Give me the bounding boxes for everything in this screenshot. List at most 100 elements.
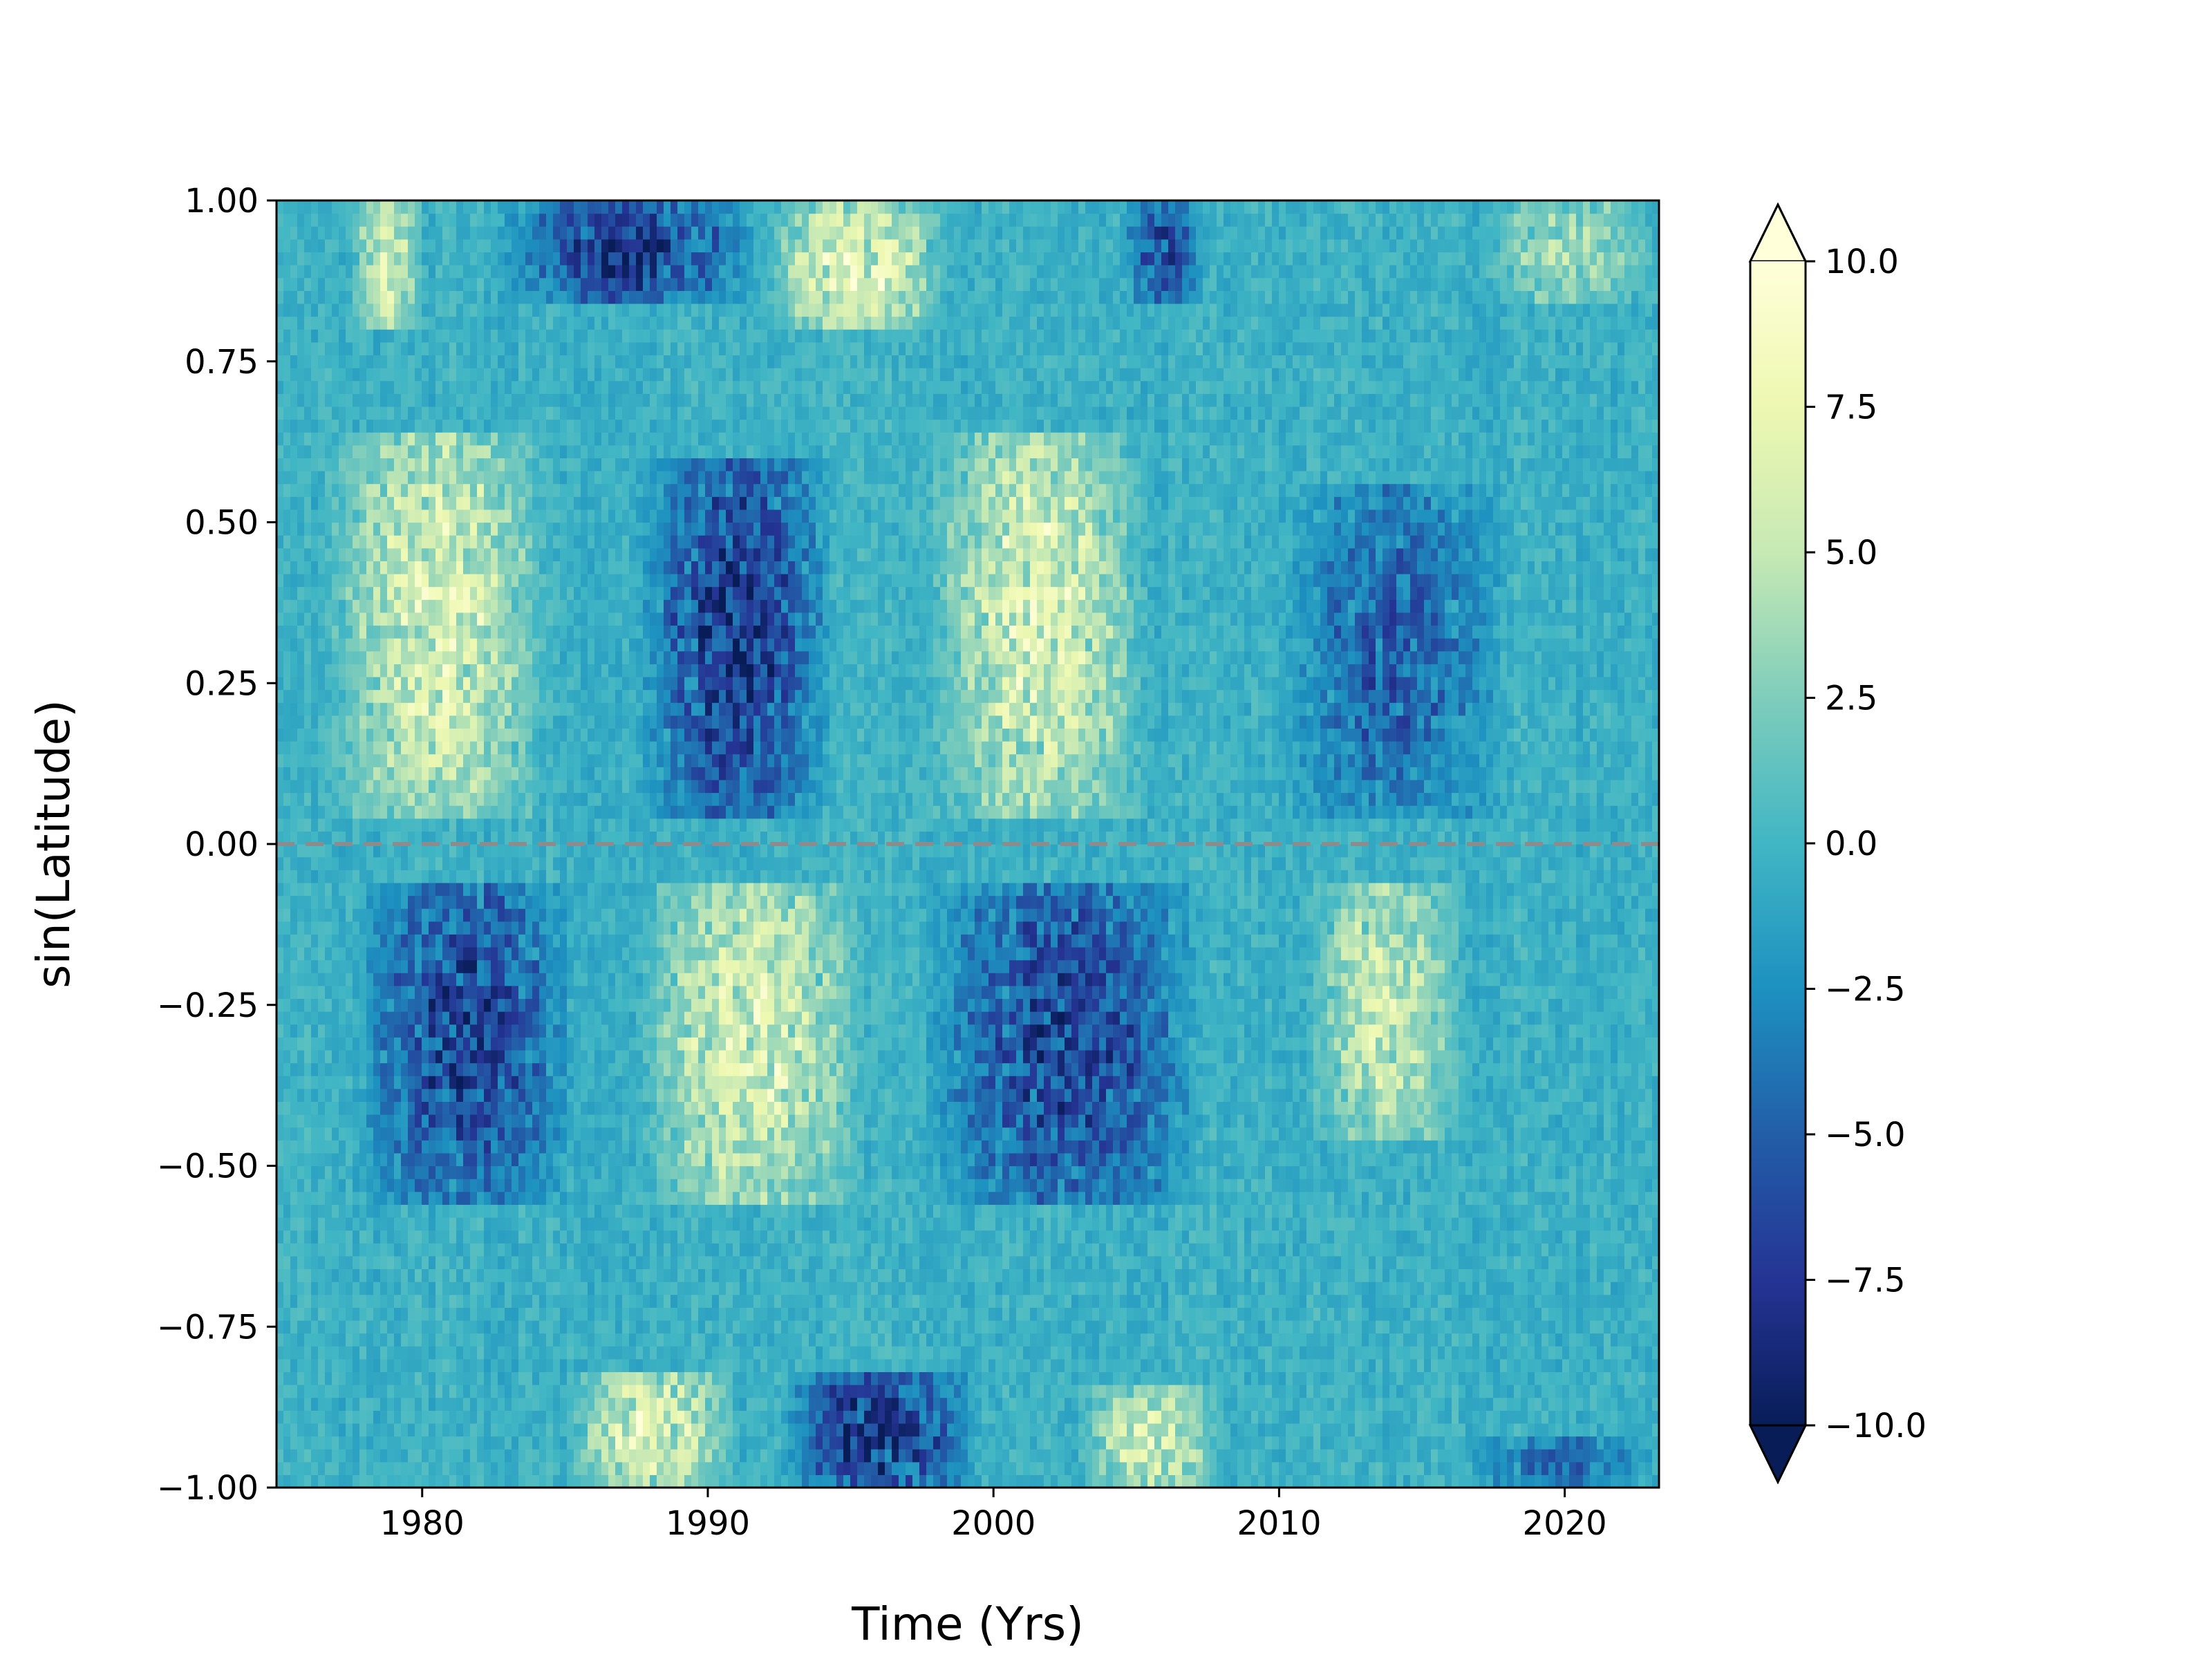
heatmap-cell [477, 1204, 485, 1218]
heatmap-cell [546, 341, 554, 356]
heatmap-cell [615, 1346, 623, 1360]
heatmap-cell [588, 1268, 595, 1282]
heatmap-cell [532, 265, 540, 279]
heatmap-cell [415, 1179, 422, 1192]
heatmap-cell [435, 921, 443, 935]
heatmap-cell [359, 1037, 367, 1051]
heatmap-cell [484, 265, 491, 279]
heatmap-cell [505, 471, 512, 485]
heatmap-cell [553, 535, 561, 549]
heatmap-cell [422, 432, 429, 446]
heatmap-cell [546, 1371, 554, 1385]
heatmap-cell [553, 676, 561, 691]
heatmap-cell [477, 226, 485, 240]
heatmap-cell [525, 1320, 533, 1334]
heatmap-cell [601, 702, 609, 716]
heatmap-cell [276, 277, 284, 291]
heatmap-cell [498, 1333, 505, 1347]
heatmap-cell [539, 1320, 547, 1334]
heatmap-cell [422, 444, 429, 458]
heatmap-cell [311, 586, 319, 600]
heatmap-cell [429, 1320, 436, 1334]
heatmap-cell [463, 728, 471, 742]
heatmap-cell [422, 355, 429, 368]
heatmap-cell [290, 1024, 298, 1038]
heatmap-cell [546, 393, 554, 407]
heatmap-cell [560, 226, 568, 240]
heatmap-cell [491, 946, 498, 961]
heatmap-cell [366, 1101, 374, 1115]
heatmap-cell [518, 1076, 526, 1089]
heatmap-cell [553, 355, 561, 368]
heatmap-cell [567, 1049, 574, 1064]
heatmap-cell [581, 200, 588, 214]
heatmap-cell [615, 1436, 623, 1450]
heatmap-cell [463, 393, 471, 407]
heatmap-cell [422, 393, 429, 407]
heatmap-cell [380, 715, 388, 729]
heatmap-cell [339, 1255, 346, 1270]
heatmap-cell [608, 1243, 616, 1257]
heatmap-cell [422, 1294, 429, 1308]
heatmap-cell [546, 1230, 554, 1244]
heatmap-cell [366, 444, 374, 458]
heatmap-cell [311, 368, 319, 382]
heatmap-cell [456, 406, 464, 420]
heatmap-cell [353, 316, 360, 330]
heatmap-cell [435, 406, 443, 420]
heatmap-cell [491, 238, 498, 253]
heatmap-cell [311, 1320, 319, 1334]
heatmap-cell [429, 509, 436, 523]
heatmap-cell [505, 1088, 512, 1102]
heatmap-cell [297, 728, 305, 742]
heatmap-cell [283, 432, 291, 446]
heatmap-cell [532, 1076, 540, 1089]
heatmap-cell [318, 535, 326, 549]
heatmap-cell [512, 1371, 519, 1385]
heatmap-cell [567, 1358, 574, 1373]
heatmap-cell [353, 1282, 360, 1295]
heatmap-cell [525, 831, 533, 845]
heatmap-cell [553, 844, 561, 858]
heatmap-cell [456, 1255, 464, 1270]
heatmap-cell [484, 1191, 491, 1205]
heatmap-cell [574, 741, 581, 755]
heatmap-cell [304, 471, 312, 485]
heatmap-cell [415, 1165, 422, 1179]
heatmap-cell [422, 1371, 429, 1385]
heatmap-cell [290, 561, 298, 574]
heatmap-cell [463, 496, 471, 510]
heatmap-cell [498, 1037, 505, 1051]
heatmap-cell [518, 252, 526, 265]
heatmap-cell [318, 200, 326, 214]
heatmap-cell [546, 380, 554, 394]
heatmap-cell [553, 1385, 561, 1398]
heatmap-cell [332, 1088, 339, 1102]
heatmap-cell [366, 1076, 374, 1089]
heatmap-cell [442, 1101, 450, 1115]
heatmap-cell [574, 380, 581, 394]
heatmap-cell [525, 444, 533, 458]
heatmap-cell [283, 818, 291, 832]
heatmap-cell [311, 973, 319, 986]
heatmap-plot [275, 199, 1660, 1489]
heatmap-cell [601, 1307, 609, 1321]
heatmap-cell [491, 1449, 498, 1463]
heatmap-cell [373, 689, 381, 703]
heatmap-cell [346, 1179, 353, 1192]
heatmap-cell [401, 316, 409, 330]
heatmap-cell [581, 715, 588, 729]
heatmap-cell [518, 1294, 526, 1308]
heatmap-cell [415, 226, 422, 240]
heatmap-cell [339, 226, 346, 240]
heatmap-cell [532, 895, 540, 909]
heatmap-cell [505, 1243, 512, 1257]
heatmap-cell [276, 265, 284, 279]
heatmap-cell [532, 805, 540, 819]
heatmap-cell [463, 1320, 471, 1334]
heatmap-cell [615, 1449, 623, 1463]
heatmap-cell [276, 1024, 284, 1038]
heatmap-cell [518, 303, 526, 317]
heatmap-cell [601, 715, 609, 729]
heatmap-cell [456, 573, 464, 588]
